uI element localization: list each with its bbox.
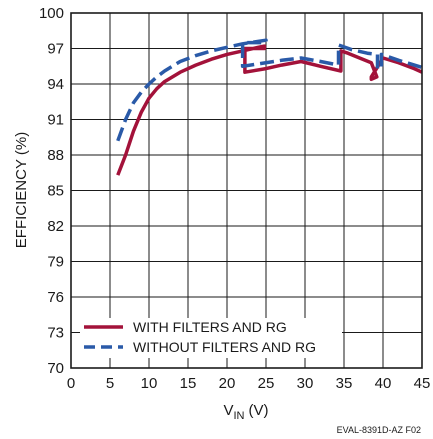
y-tick-label: 73 xyxy=(47,325,64,342)
legend-box xyxy=(80,318,342,358)
x-tick-label: 25 xyxy=(258,375,275,392)
y-tick-label: 79 xyxy=(47,254,64,271)
x-tick-label: 5 xyxy=(106,375,114,392)
x-axis-label-main: V xyxy=(223,402,233,419)
x-axis-label: VIN (V) xyxy=(223,402,268,422)
x-tick-label: 45 xyxy=(414,375,431,392)
y-tick-label: 94 xyxy=(47,76,64,93)
series-with-filters-line xyxy=(116,44,422,176)
x-axis-label-subscript: IN xyxy=(234,410,245,422)
series-lines xyxy=(116,38,422,176)
series-without-filters-line xyxy=(116,38,422,142)
y-axis-label: EFFICIENCY (%) xyxy=(13,132,30,248)
y-tick-label: 82 xyxy=(47,218,64,235)
legend-label-without-filters: WITHOUT FILTERS AND RG xyxy=(133,339,316,355)
legend: WITH FILTERS AND RG WITHOUT FILTERS AND … xyxy=(80,318,342,358)
x-axis-label-unit: (V) xyxy=(249,402,269,419)
legend-label-with-filters: WITH FILTERS AND RG xyxy=(133,319,287,335)
y-tick-label: 100 xyxy=(39,5,64,22)
figure-footnote: EVAL-8391D-AZ F02 xyxy=(337,425,421,435)
y-tick-label: 97 xyxy=(47,41,64,58)
y-tick-label: 91 xyxy=(47,112,64,129)
x-tick-label: 0 xyxy=(67,375,75,392)
tick-labels: 0 5 10 15 20 25 30 35 40 45 70 73 76 79 82 85 88 91 94 97 10… xyxy=(39,5,430,392)
y-tick-label: 85 xyxy=(47,183,64,200)
x-tick-label: 10 xyxy=(141,375,158,392)
x-tick-label: 15 xyxy=(180,375,197,392)
x-tick-label: 40 xyxy=(375,375,392,392)
y-tick-label: 88 xyxy=(47,147,64,164)
x-tick-label: 35 xyxy=(336,375,353,392)
y-tick-label: 76 xyxy=(47,289,64,306)
x-tick-label: 30 xyxy=(297,375,314,392)
plot-frame xyxy=(70,12,423,369)
x-tick-label: 20 xyxy=(219,375,236,392)
y-tick-label: 70 xyxy=(47,360,64,377)
